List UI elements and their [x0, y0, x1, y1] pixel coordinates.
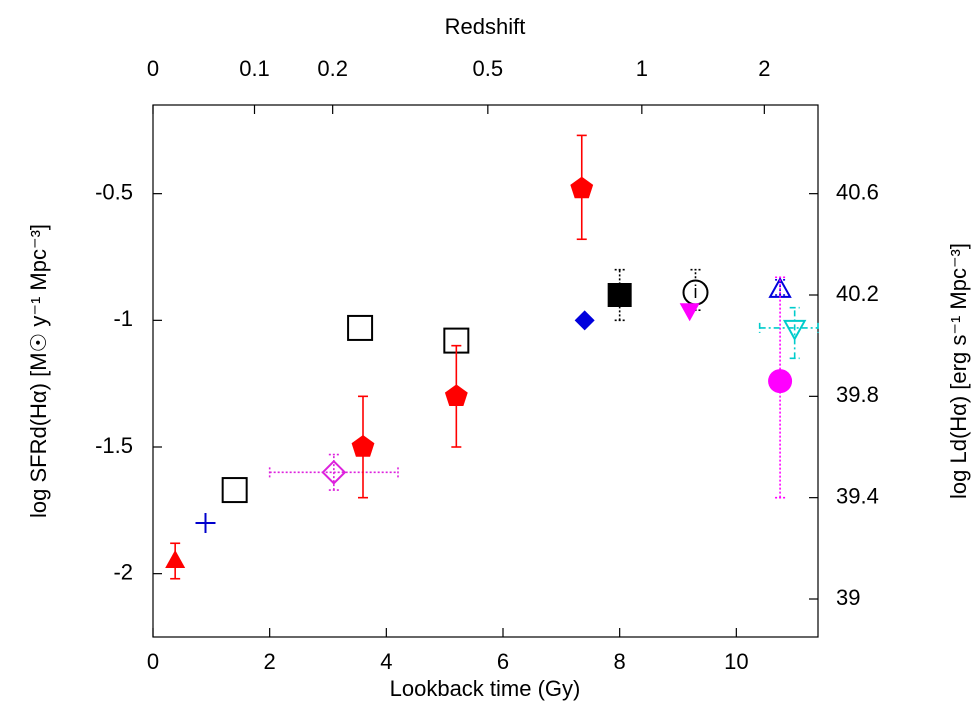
x2-axis-label: Redshift [445, 14, 526, 39]
x-tick-label: 2 [264, 649, 276, 674]
y-tick-label: -0.5 [95, 179, 133, 204]
marker [607, 283, 632, 307]
marker [570, 176, 594, 199]
marker [444, 384, 468, 407]
x2-tick-label: 1 [636, 56, 648, 81]
marker [165, 550, 186, 568]
y2-tick-label: 40.2 [836, 281, 879, 306]
x-axis-label: Lookback time (Gy) [390, 676, 581, 701]
y-tick-label: -1.5 [95, 433, 133, 458]
x2-tick-label: 0 [147, 56, 159, 81]
x2-tick-label: 0.2 [317, 56, 348, 81]
y2-tick-label: 40.6 [836, 179, 879, 204]
y-tick-label: -1 [113, 306, 133, 331]
marker [768, 369, 793, 394]
x2-tick-label: 2 [758, 56, 770, 81]
marker-label: i [694, 282, 698, 302]
marker [782, 319, 807, 341]
x-tick-label: 10 [724, 649, 748, 674]
x-tick-label: 8 [614, 649, 626, 674]
y2-tick-label: 39.4 [836, 483, 879, 508]
marker [195, 513, 216, 533]
plot-frame [152, 104, 819, 638]
marker [351, 435, 375, 457]
marker [574, 310, 595, 331]
x2-tick-label: 0.5 [473, 56, 504, 81]
x2-tick-label: 0.1 [239, 56, 270, 81]
x-tick-label: 0 [147, 649, 159, 674]
marker [221, 477, 248, 504]
y-tick-label: -2 [113, 559, 133, 584]
marker [321, 459, 347, 485]
marker [679, 303, 700, 322]
y2-tick-label: 39.8 [836, 382, 879, 407]
y2-axis-label: log Ld(Hα) [erg s⁻¹ Mpc⁻³] [946, 243, 971, 499]
x-tick-label: 6 [497, 649, 509, 674]
y-axis-label: log SFRd(Hα) [M☉ y⁻¹ Mpc⁻³] [26, 224, 51, 518]
marker [347, 314, 374, 341]
x-tick-label: 4 [380, 649, 392, 674]
y2-tick-label: 39 [836, 585, 860, 610]
